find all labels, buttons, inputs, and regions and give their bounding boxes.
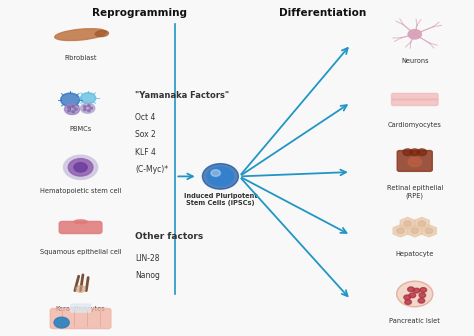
Circle shape bbox=[418, 221, 426, 226]
FancyBboxPatch shape bbox=[50, 308, 111, 329]
FancyBboxPatch shape bbox=[59, 221, 102, 234]
FancyBboxPatch shape bbox=[397, 151, 432, 171]
Circle shape bbox=[211, 170, 220, 176]
Text: Retinal epithelial
(RPE): Retinal epithelial (RPE) bbox=[387, 185, 443, 199]
Text: (C-Myc)*: (C-Myc)* bbox=[135, 165, 168, 174]
Circle shape bbox=[76, 286, 85, 292]
Circle shape bbox=[61, 93, 80, 107]
Text: "Yamanaka Factors": "Yamanaka Factors" bbox=[135, 91, 229, 100]
Circle shape bbox=[81, 103, 95, 113]
Text: Neurons: Neurons bbox=[401, 58, 428, 64]
Circle shape bbox=[409, 293, 416, 298]
Circle shape bbox=[202, 164, 238, 189]
Text: Nanog: Nanog bbox=[135, 271, 160, 280]
Circle shape bbox=[408, 287, 414, 292]
Circle shape bbox=[54, 317, 69, 328]
Circle shape bbox=[408, 30, 421, 39]
Text: Hepatocyte: Hepatocyte bbox=[396, 251, 434, 257]
FancyBboxPatch shape bbox=[392, 93, 438, 100]
Text: Reprogramming: Reprogramming bbox=[92, 8, 187, 18]
Circle shape bbox=[81, 93, 96, 103]
Circle shape bbox=[413, 288, 420, 293]
Text: KLF 4: KLF 4 bbox=[135, 148, 156, 157]
Circle shape bbox=[397, 281, 433, 307]
Circle shape bbox=[87, 110, 90, 112]
Text: Sox 2: Sox 2 bbox=[135, 130, 156, 139]
Text: Hematopoietic stem cell: Hematopoietic stem cell bbox=[40, 188, 121, 194]
Circle shape bbox=[83, 109, 86, 111]
Ellipse shape bbox=[95, 31, 109, 37]
Circle shape bbox=[64, 104, 80, 115]
Circle shape bbox=[411, 228, 419, 234]
Circle shape bbox=[404, 295, 410, 300]
Circle shape bbox=[83, 106, 86, 108]
Text: Cardiomyocytes: Cardiomyocytes bbox=[388, 122, 442, 128]
Text: Other factors: Other factors bbox=[135, 232, 203, 241]
Circle shape bbox=[64, 155, 98, 179]
Circle shape bbox=[403, 149, 412, 156]
Circle shape bbox=[404, 221, 411, 226]
Text: Induced Pluripotent
Stem Cells (iPSCs): Induced Pluripotent Stem Cells (iPSCs) bbox=[184, 193, 257, 206]
Circle shape bbox=[405, 300, 411, 304]
Circle shape bbox=[418, 298, 425, 303]
Circle shape bbox=[68, 159, 93, 176]
Circle shape bbox=[425, 228, 433, 234]
Circle shape bbox=[420, 288, 427, 292]
FancyBboxPatch shape bbox=[71, 304, 91, 312]
Text: LIN-28: LIN-28 bbox=[135, 254, 160, 263]
Circle shape bbox=[90, 107, 92, 109]
Circle shape bbox=[207, 167, 234, 186]
Text: Fibroblast: Fibroblast bbox=[64, 55, 97, 61]
Circle shape bbox=[72, 111, 74, 113]
Circle shape bbox=[68, 107, 71, 109]
Text: Oct 4: Oct 4 bbox=[135, 113, 155, 122]
FancyBboxPatch shape bbox=[392, 99, 438, 106]
Circle shape bbox=[72, 106, 74, 108]
Text: Squamous epithelial cell: Squamous epithelial cell bbox=[40, 249, 121, 255]
Circle shape bbox=[410, 149, 419, 156]
Text: PBMCs: PBMCs bbox=[70, 126, 91, 132]
Circle shape bbox=[68, 110, 71, 112]
Circle shape bbox=[74, 108, 77, 110]
Text: Differentiation: Differentiation bbox=[279, 8, 366, 18]
Text: Pancreatic Islet: Pancreatic Islet bbox=[389, 318, 440, 324]
Ellipse shape bbox=[55, 29, 107, 41]
Circle shape bbox=[417, 149, 427, 156]
Circle shape bbox=[87, 105, 90, 107]
Circle shape bbox=[397, 228, 404, 234]
Circle shape bbox=[408, 157, 421, 167]
Text: Kerantinocytes: Kerantinocytes bbox=[56, 306, 105, 312]
Circle shape bbox=[419, 293, 426, 298]
Ellipse shape bbox=[74, 220, 87, 224]
Circle shape bbox=[74, 163, 87, 172]
